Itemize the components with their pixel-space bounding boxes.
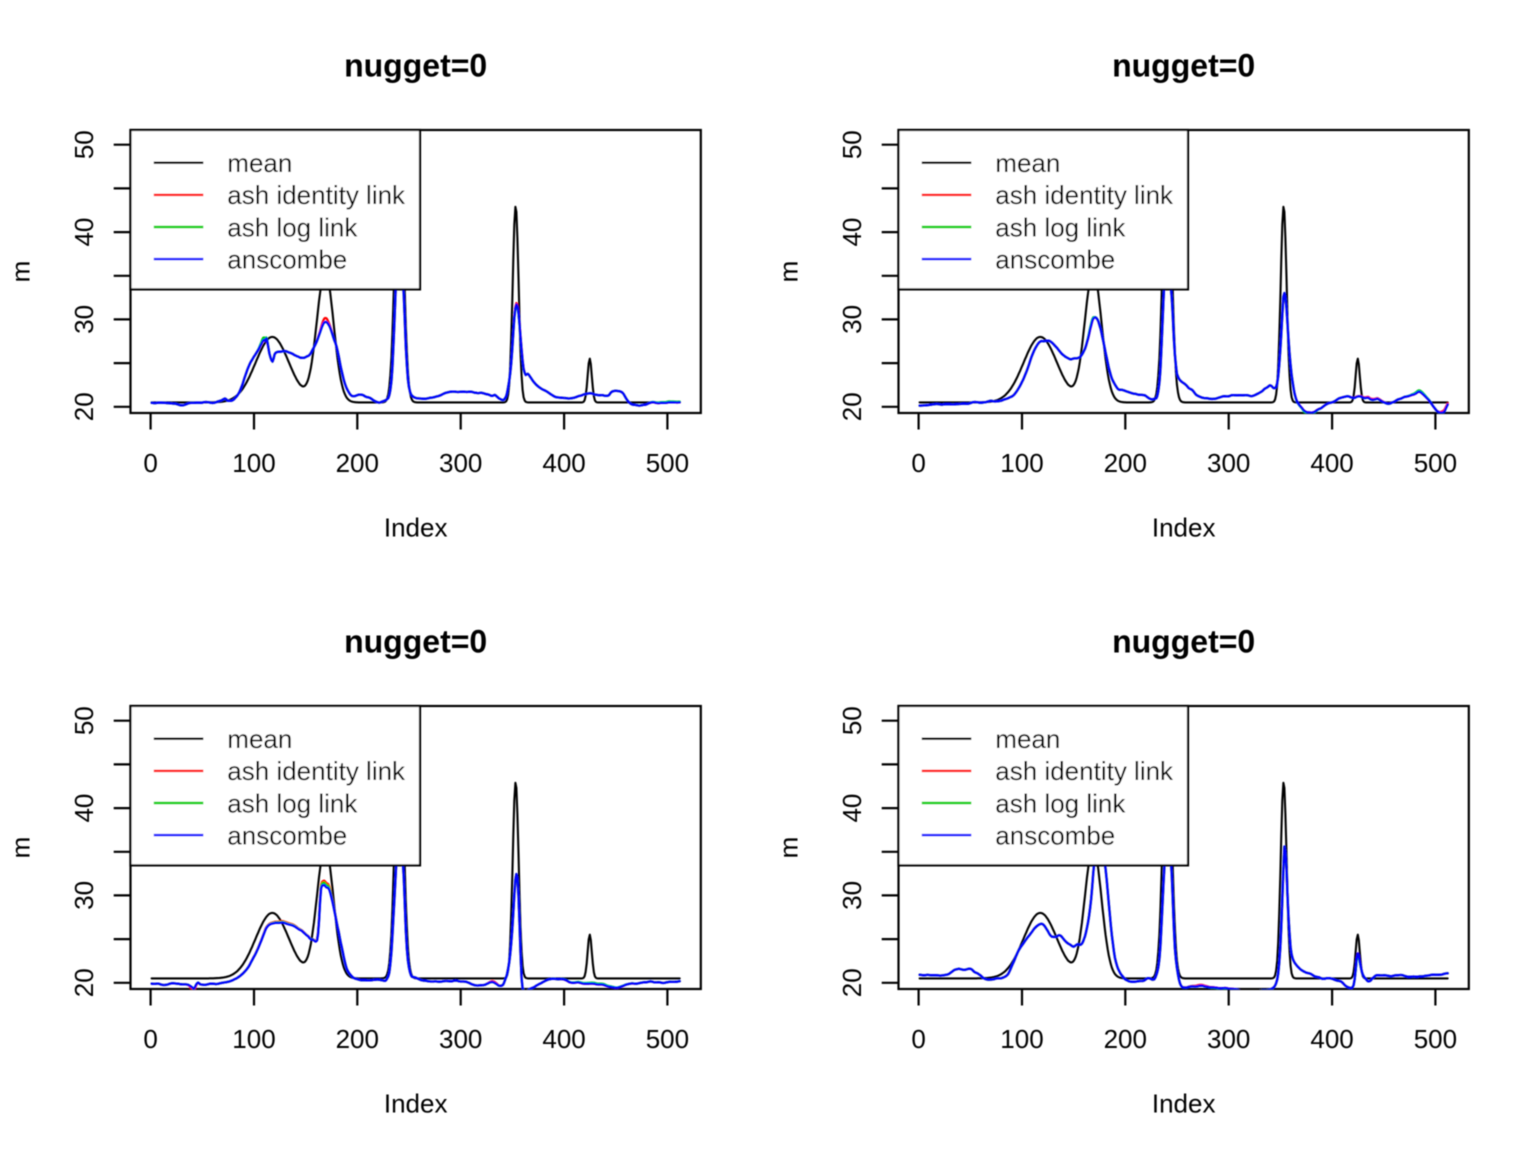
svg-text:0: 0 xyxy=(143,1024,157,1054)
svg-text:ash log link: ash log link xyxy=(227,212,358,242)
svg-text:30: 30 xyxy=(837,881,867,910)
svg-text:ash log link: ash log link xyxy=(995,788,1126,818)
svg-text:Index: Index xyxy=(1152,512,1216,542)
svg-text:m: m xyxy=(773,837,803,859)
svg-text:500: 500 xyxy=(1414,448,1457,478)
svg-text:anscombe: anscombe xyxy=(227,244,347,274)
svg-text:30: 30 xyxy=(69,305,99,334)
svg-text:500: 500 xyxy=(646,1024,689,1054)
svg-text:0: 0 xyxy=(911,448,925,478)
svg-text:20: 20 xyxy=(837,968,867,997)
svg-text:nugget=0: nugget=0 xyxy=(1112,47,1255,83)
svg-text:20: 20 xyxy=(837,392,867,421)
svg-text:nugget=0: nugget=0 xyxy=(344,47,487,83)
svg-text:40: 40 xyxy=(69,218,99,247)
svg-text:ash identity link: ash identity link xyxy=(227,180,406,210)
svg-text:300: 300 xyxy=(1207,1024,1250,1054)
svg-text:50: 50 xyxy=(69,706,99,735)
svg-text:40: 40 xyxy=(837,794,867,823)
svg-text:Index: Index xyxy=(1152,1088,1216,1118)
svg-text:m: m xyxy=(5,261,35,283)
svg-text:30: 30 xyxy=(837,305,867,334)
svg-text:50: 50 xyxy=(837,706,867,735)
svg-text:mean: mean xyxy=(227,724,292,754)
svg-text:200: 200 xyxy=(1104,448,1147,478)
svg-text:200: 200 xyxy=(336,1024,379,1054)
svg-text:30: 30 xyxy=(69,881,99,910)
svg-text:ash log link: ash log link xyxy=(227,788,358,818)
svg-text:nugget=0: nugget=0 xyxy=(1112,623,1255,659)
svg-text:400: 400 xyxy=(1310,1024,1353,1054)
svg-text:400: 400 xyxy=(1310,448,1353,478)
svg-text:400: 400 xyxy=(542,1024,585,1054)
svg-text:mean: mean xyxy=(995,148,1060,178)
svg-text:ash identity link: ash identity link xyxy=(227,756,406,786)
svg-text:400: 400 xyxy=(542,448,585,478)
svg-text:300: 300 xyxy=(439,1024,482,1054)
svg-text:300: 300 xyxy=(439,448,482,478)
svg-text:300: 300 xyxy=(1207,448,1250,478)
svg-text:Index: Index xyxy=(384,512,448,542)
svg-text:0: 0 xyxy=(911,1024,925,1054)
svg-text:200: 200 xyxy=(336,448,379,478)
svg-text:50: 50 xyxy=(69,130,99,159)
svg-text:nugget=0: nugget=0 xyxy=(344,623,487,659)
svg-text:20: 20 xyxy=(69,392,99,421)
svg-text:anscombe: anscombe xyxy=(227,820,347,850)
svg-text:mean: mean xyxy=(227,148,292,178)
svg-text:Index: Index xyxy=(384,1088,448,1118)
svg-text:anscombe: anscombe xyxy=(995,820,1115,850)
svg-text:m: m xyxy=(5,837,35,859)
svg-text:m: m xyxy=(773,261,803,283)
svg-text:40: 40 xyxy=(69,794,99,823)
svg-text:50: 50 xyxy=(837,130,867,159)
svg-text:200: 200 xyxy=(1104,1024,1147,1054)
svg-text:100: 100 xyxy=(1000,448,1043,478)
svg-text:ash identity link: ash identity link xyxy=(995,180,1174,210)
svg-text:ash log link: ash log link xyxy=(995,212,1126,242)
svg-text:100: 100 xyxy=(1000,1024,1043,1054)
svg-text:100: 100 xyxy=(232,1024,275,1054)
svg-text:ash identity link: ash identity link xyxy=(995,756,1174,786)
svg-text:mean: mean xyxy=(995,724,1060,754)
svg-text:0: 0 xyxy=(143,448,157,478)
svg-text:500: 500 xyxy=(1414,1024,1457,1054)
svg-text:100: 100 xyxy=(232,448,275,478)
svg-text:20: 20 xyxy=(69,968,99,997)
svg-text:anscombe: anscombe xyxy=(995,244,1115,274)
svg-text:500: 500 xyxy=(646,448,689,478)
svg-text:40: 40 xyxy=(837,218,867,247)
